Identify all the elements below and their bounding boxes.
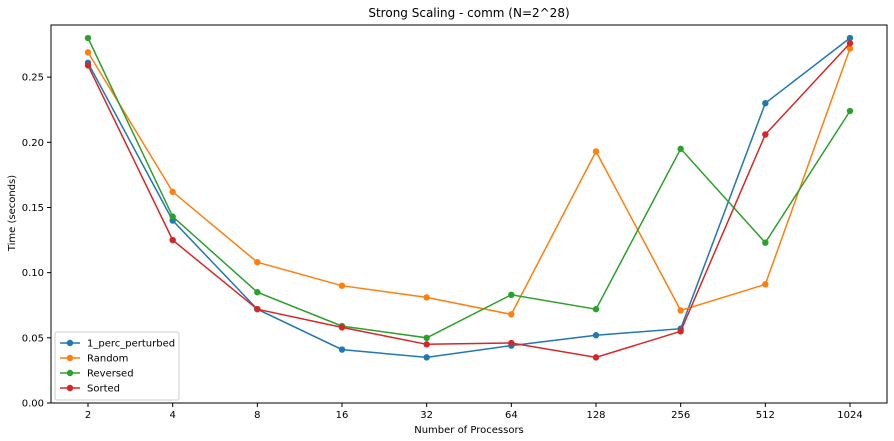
data-point [762, 100, 769, 107]
data-point [423, 294, 430, 301]
legend-box [54, 331, 180, 401]
data-point [84, 49, 92, 56]
y-tick-label: 0.20 [22, 138, 44, 149]
series-reversed [84, 34, 854, 342]
data-point [423, 334, 430, 342]
data-point [84, 62, 92, 69]
data-point [254, 259, 261, 266]
legend-item: Reversed [60, 369, 134, 380]
data-point [846, 40, 854, 47]
data-point [677, 307, 684, 314]
data-point [169, 236, 176, 244]
series-line [87, 37, 851, 359]
data-point [508, 311, 515, 318]
data-point [592, 305, 600, 313]
y-axis-ticks: 0.00 0.05 0.10 0.15 0.20 0.25 [22, 73, 51, 410]
chart-title: Strong Scaling - comm (N=2^28) [368, 6, 569, 20]
data-point [762, 281, 769, 288]
data-point [254, 289, 261, 296]
x-tick-label: 1024 [837, 410, 862, 421]
legend-label: Reversed [87, 369, 134, 380]
x-tick-label: 8 [254, 410, 260, 421]
y-tick-label: 0.15 [22, 203, 44, 214]
legend-swatch-marker [66, 339, 74, 347]
x-tick-label: 4 [169, 410, 175, 421]
x-axis-ticks: 2 4 8 16 32 64 128 256 512 1024 [85, 403, 863, 421]
series-sorted [84, 40, 854, 361]
data-point [508, 291, 515, 299]
data-point [169, 188, 176, 196]
x-tick-label: 512 [756, 410, 775, 421]
legend-label: Sorted [87, 384, 120, 395]
series-layer [84, 34, 854, 361]
data-point [338, 282, 346, 289]
data-point [762, 239, 769, 246]
data-point [508, 339, 515, 347]
legend-label: Random [87, 354, 128, 365]
legend-label: 1_perc_perturbed [87, 339, 175, 350]
data-point [423, 341, 430, 348]
data-point [254, 305, 261, 313]
data-point [592, 332, 600, 339]
x-tick-label: 2 [85, 410, 91, 421]
legend-item: Random [60, 354, 128, 365]
data-point [846, 45, 854, 52]
data-point [762, 131, 769, 138]
y-axis-label: Time (seconds) [7, 175, 18, 252]
y-tick-label: 0.10 [22, 268, 44, 279]
x-tick-label: 64 [505, 410, 518, 421]
legend-swatch-marker [66, 354, 74, 362]
legend-swatch-marker [66, 384, 74, 392]
legend-item: Sorted [60, 384, 120, 395]
data-point [846, 34, 854, 42]
data-point [338, 324, 346, 331]
data-point [169, 213, 176, 220]
series-random [84, 45, 854, 318]
legend-item: 1_perc_perturbed [60, 339, 175, 350]
series-line [87, 37, 851, 339]
data-point [84, 34, 92, 42]
data-point [677, 328, 684, 335]
plot-area [50, 24, 888, 404]
x-tick-label: 16 [336, 410, 349, 421]
legend-swatch-marker [66, 369, 74, 377]
data-point [423, 354, 430, 361]
y-tick-label: 0.05 [22, 333, 44, 344]
data-point [592, 148, 600, 155]
data-point [677, 145, 684, 153]
x-tick-label: 128 [586, 410, 605, 421]
data-point [846, 107, 854, 115]
data-point [338, 346, 346, 353]
x-axis-label: Number of Processors [414, 425, 524, 436]
x-tick-label: 32 [420, 410, 433, 421]
legend: 1_perc_perturbed Random Reversed Sorted [54, 331, 180, 401]
series-line [87, 48, 851, 316]
x-tick-label: 256 [671, 410, 690, 421]
y-tick-label: 0.00 [22, 399, 44, 410]
series-line [87, 42, 851, 359]
y-tick-label: 0.25 [22, 73, 44, 84]
data-point [592, 354, 600, 361]
